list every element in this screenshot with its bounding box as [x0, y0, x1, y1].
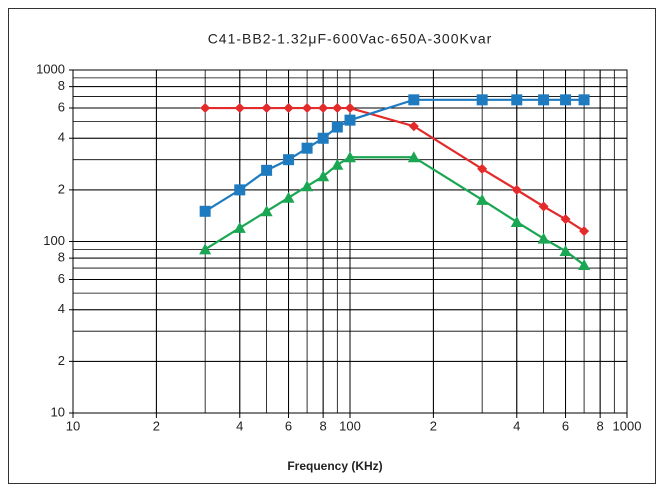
point — [261, 103, 272, 114]
x-tick-label: 10 — [66, 418, 80, 433]
point — [283, 103, 294, 114]
y-tick-label: 1000 — [36, 61, 65, 76]
y-tick-label: 10 — [51, 404, 65, 419]
point — [331, 121, 343, 133]
y-tick-label: 8 — [58, 78, 65, 93]
x-tick-label: 8 — [320, 418, 327, 433]
point — [200, 103, 211, 114]
point — [560, 214, 571, 225]
point — [578, 258, 591, 270]
point — [538, 94, 550, 106]
point — [318, 103, 329, 114]
x-tick-label: 2 — [430, 418, 437, 433]
point — [476, 193, 489, 205]
plot-border — [72, 69, 628, 414]
x-tick-label: 100 — [339, 418, 361, 433]
point — [510, 215, 523, 227]
y-tick-label: 8 — [58, 250, 65, 265]
point — [234, 103, 245, 114]
x-tick-label: 1000 — [613, 418, 642, 433]
point — [260, 205, 273, 217]
point — [408, 121, 419, 132]
point — [282, 191, 295, 203]
point — [234, 184, 246, 196]
y-tick-label: 6 — [58, 271, 65, 286]
point — [579, 226, 590, 237]
chart-title: C41-BB2-1.32μF-600Vac-650A-300Kvar — [208, 31, 493, 47]
point — [233, 221, 246, 233]
point — [317, 132, 329, 144]
point — [199, 243, 212, 255]
x-axis-label: Frequency (KHz) — [287, 459, 382, 473]
y-tick-label: 100 — [43, 233, 65, 248]
point — [317, 170, 330, 182]
point — [301, 180, 314, 192]
point — [511, 94, 523, 106]
series-line — [204, 156, 585, 266]
point — [538, 201, 549, 212]
x-tick-label: 4 — [513, 418, 520, 433]
x-tick-label: 2 — [153, 418, 160, 433]
point — [560, 94, 572, 106]
point — [344, 151, 356, 163]
point — [559, 245, 572, 257]
x-tick-label: 6 — [562, 418, 569, 433]
point — [332, 103, 343, 114]
point — [511, 184, 522, 195]
x-tick-label: 4 — [236, 418, 243, 433]
point — [283, 154, 295, 166]
point — [344, 114, 356, 126]
point — [199, 205, 211, 217]
point — [331, 158, 344, 170]
point — [302, 103, 313, 114]
point — [408, 94, 420, 106]
point — [537, 232, 550, 244]
y-tick-label: 4 — [58, 130, 65, 145]
x-tick-label: 8 — [597, 418, 604, 433]
x-tick-label: 6 — [285, 418, 292, 433]
y-tick-label: 4 — [58, 301, 65, 316]
y-tick-label: 2 — [58, 181, 65, 196]
point — [578, 94, 590, 106]
point — [477, 163, 488, 174]
point — [407, 151, 420, 163]
point — [301, 142, 313, 154]
point — [261, 164, 273, 176]
point — [345, 103, 355, 114]
y-tick-label: 2 — [58, 353, 65, 368]
frame — [8, 8, 656, 484]
y-tick-label: 6 — [58, 99, 65, 114]
point — [476, 94, 488, 106]
